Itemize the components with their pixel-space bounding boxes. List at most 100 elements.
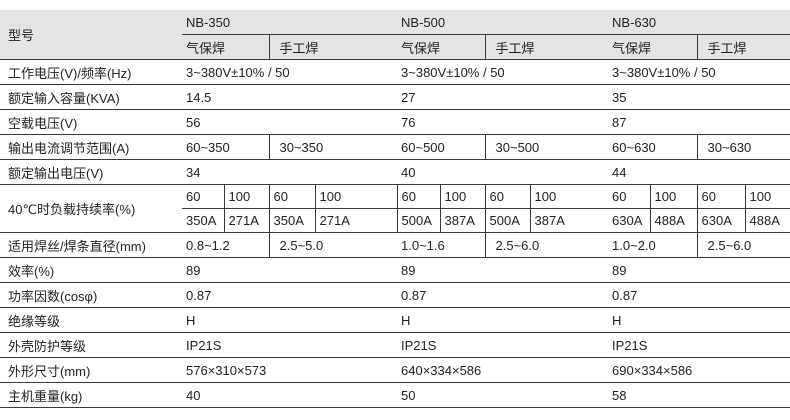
row-label: 主机重量(kg) [0,382,182,408]
row-wire: 适用焊丝/焊条直径(mm) 0.8~1.2 2.5~5.0 1.0~1.6 2.… [0,232,790,258]
row-power-factor: 功率因数(cosφ) 0.87 0.87 0.87 [0,282,790,308]
cell: 350A [268,208,315,233]
model-label: 型号 [0,10,182,60]
cell: 34 [182,159,398,185]
cell: 76 [397,109,609,135]
row-label: 额定输出电压(V) [0,159,182,185]
model-nb350: NB-350 [182,10,398,35]
cell: 100 [744,184,790,209]
cell: 576×310×573 [182,357,398,383]
cell: 271A [223,208,269,233]
row-label: 输出电流调节范围(A) [0,134,182,160]
cell: 0.87 [182,282,398,308]
cell: H [397,307,609,333]
cell: 630A [696,208,746,233]
mode-manual: 手工焊 [696,34,790,60]
cell: 60~630 [608,134,698,160]
cell: 2.5~6.0 [696,232,790,258]
cell: 30~500 [484,134,609,160]
cell: 640×334×586 [397,357,609,383]
row-label: 绝缘等级 [0,307,182,333]
cell: 60 [182,184,224,209]
cell: 100 [439,184,486,209]
cell: IP21S [608,332,790,358]
row-label: 额定输入容量(KVA) [0,84,182,110]
cell: 14.5 [182,84,398,110]
row-duty-current: 350A 271A 350A 271A 500A 387A 500A 387A … [0,208,790,233]
cell: 60 [696,184,746,209]
row-noload: 空载电压(V) 56 76 87 [0,109,790,135]
cell: H [182,307,398,333]
cell: 60 [484,184,531,209]
cell: 500A [484,208,531,233]
cell: 35 [608,84,790,110]
row-dimensions: 外形尺寸(mm) 576×310×573 640×334×586 690×334… [0,357,790,383]
row-efficiency: 效率(%) 89 89 89 [0,257,790,283]
cell: 387A [529,208,609,233]
cell: 50 [397,382,609,408]
cell: IP21S [397,332,609,358]
cell: 3~380V±10% / 50 [397,59,609,85]
row-insulation: 绝缘等级 H H H [0,307,790,333]
cell: 44 [608,159,790,185]
row-label: 空载电压(V) [0,109,182,135]
row-label: 工作电压(V)/频率(Hz) [0,59,182,85]
mode-gas: 气保焊 [397,34,486,60]
cell: 89 [608,257,790,283]
cell: 40 [397,159,609,185]
row-capacity: 额定输入容量(KVA) 14.5 27 35 [0,84,790,110]
cell: 630A [608,208,651,233]
cell: 488A [649,208,698,233]
cell: 2.5~5.0 [268,232,398,258]
cell: 87 [608,109,790,135]
mode-gas: 气保焊 [182,34,269,60]
cell: 100 [649,184,698,209]
cell: 40 [182,382,398,408]
row-duty-percent: 40℃时负载持续率(%) 60 100 60 100 60 100 60 100… [0,184,790,233]
cell: 89 [397,257,609,283]
spec-table: 型号 NB-350 NB-500 NB-630 气保焊 手工焊 气保焊 手工焊 … [0,10,790,408]
cell: 271A [314,208,398,233]
model-nb500: NB-500 [397,10,609,35]
cell: 0.87 [397,282,609,308]
row-voltage: 工作电压(V)/频率(Hz) 3~380V±10% / 50 3~380V±10… [0,59,790,85]
row-label: 外形尺寸(mm) [0,357,182,383]
cell: 1.0~2.0 [608,232,698,258]
cell: H [608,307,790,333]
cell: 0.8~1.2 [182,232,269,258]
row-label: 功率因数(cosφ) [0,282,182,308]
cell: 60~350 [182,134,269,160]
cell: 3~380V±10% / 50 [608,59,790,85]
row-protection: 外壳防护等级 IP21S IP21S IP21S [0,332,790,358]
model-nb630: NB-630 [608,10,790,35]
mode-gas: 气保焊 [608,34,698,60]
mode-manual: 手工焊 [484,34,609,60]
cell: 30~350 [268,134,398,160]
cell: 500A [396,208,441,233]
cell: 27 [397,84,609,110]
cell: 60 [268,184,315,209]
row-label: 40℃时负载持续率(%) [0,184,182,233]
cell: 488A [744,208,790,233]
cell: 60 [608,184,651,209]
cell: 100 [314,184,398,209]
row-label: 外壳防护等级 [0,332,182,358]
row-current-range: 输出电流调节范围(A) 60~350 30~350 60~500 30~500 … [0,134,790,160]
cell: 1.0~1.6 [397,232,486,258]
cell: 89 [182,257,398,283]
cell: 56 [182,109,398,135]
row-output-voltage: 额定输出电压(V) 34 40 44 [0,159,790,185]
cell: 350A [182,208,224,233]
cell: 2.5~6.0 [484,232,609,258]
cell: 100 [529,184,609,209]
cell: 100 [223,184,269,209]
cell: 3~380V±10% / 50 [182,59,398,85]
cell: 387A [439,208,486,233]
cell: 60 [396,184,441,209]
row-weight: 主机重量(kg) 40 50 58 [0,382,790,408]
cell: 58 [608,382,790,408]
cell: 60~500 [397,134,486,160]
cell: IP21S [182,332,398,358]
cell: 0.87 [608,282,790,308]
mode-manual: 手工焊 [268,34,398,60]
